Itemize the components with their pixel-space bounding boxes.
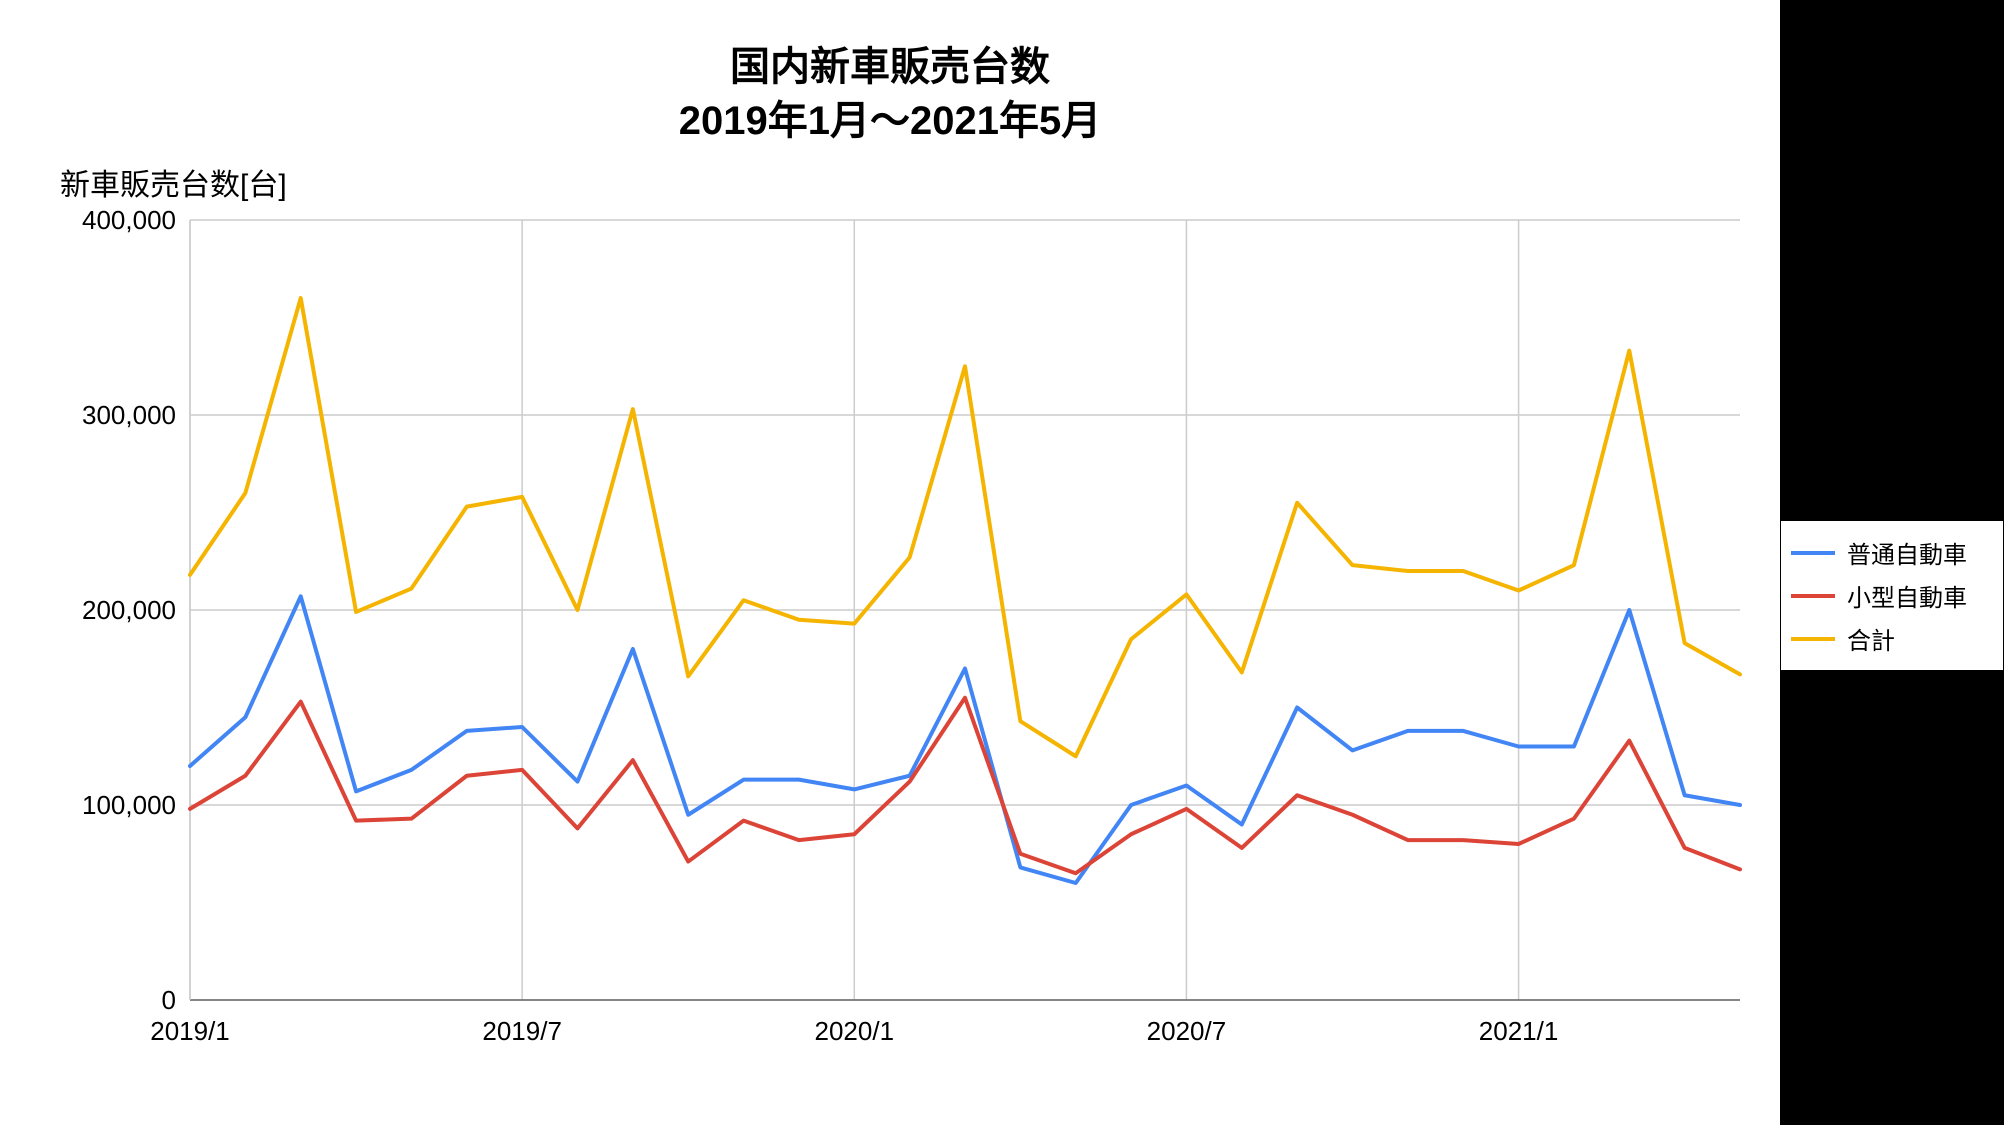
y-axis-label: 新車販売台数[台] (60, 160, 287, 204)
legend-swatch (1791, 637, 1835, 641)
legend-label: 小型自動車 (1847, 578, 1967, 613)
x-tick-label: 2019/7 (482, 1016, 562, 1046)
legend-label: 合計 (1847, 621, 1895, 656)
y-tick-label: 300,000 (82, 400, 176, 430)
legend-swatch (1791, 594, 1835, 598)
x-tick-label: 2019/1 (150, 1016, 230, 1046)
y-tick-label: 0 (162, 985, 176, 1015)
y-tick-label: 100,000 (82, 790, 176, 820)
legend-item: 小型自動車 (1781, 574, 2003, 617)
chart-title-line1: 国内新車販売台数 (730, 45, 1050, 89)
x-tick-label: 2020/1 (815, 1016, 895, 1046)
chart-title: 国内新車販売台数 2019年1月～2021年5月 (0, 40, 1780, 148)
x-tick-label: 2021/1 (1479, 1016, 1559, 1046)
y-tick-label: 400,000 (82, 210, 176, 235)
legend: 普通自動車小型自動車合計 (1780, 520, 2004, 671)
legend-item: 合計 (1781, 617, 2003, 660)
series-line (190, 698, 1740, 874)
chart-plot: 0 100,000 200,000 300,000 400,000 2019/1 2019/… (60, 210, 1760, 1070)
series-line (190, 596, 1740, 883)
chart-title-line2: 2019年1月～2021年5月 (679, 99, 1101, 143)
y-tick-label: 200,000 (82, 595, 176, 625)
legend-item: 普通自動車 (1781, 531, 2003, 574)
legend-label: 普通自動車 (1847, 535, 1967, 570)
x-tick-label: 2020/7 (1147, 1016, 1227, 1046)
legend-swatch (1791, 551, 1835, 555)
chart-panel: 国内新車販売台数 2019年1月～2021年5月 新車販売台数[台] 0 100,… (0, 0, 1780, 1125)
stage: 国内新車販売台数 2019年1月～2021年5月 新車販売台数[台] 0 100,… (0, 0, 2004, 1125)
series-line (190, 298, 1740, 756)
